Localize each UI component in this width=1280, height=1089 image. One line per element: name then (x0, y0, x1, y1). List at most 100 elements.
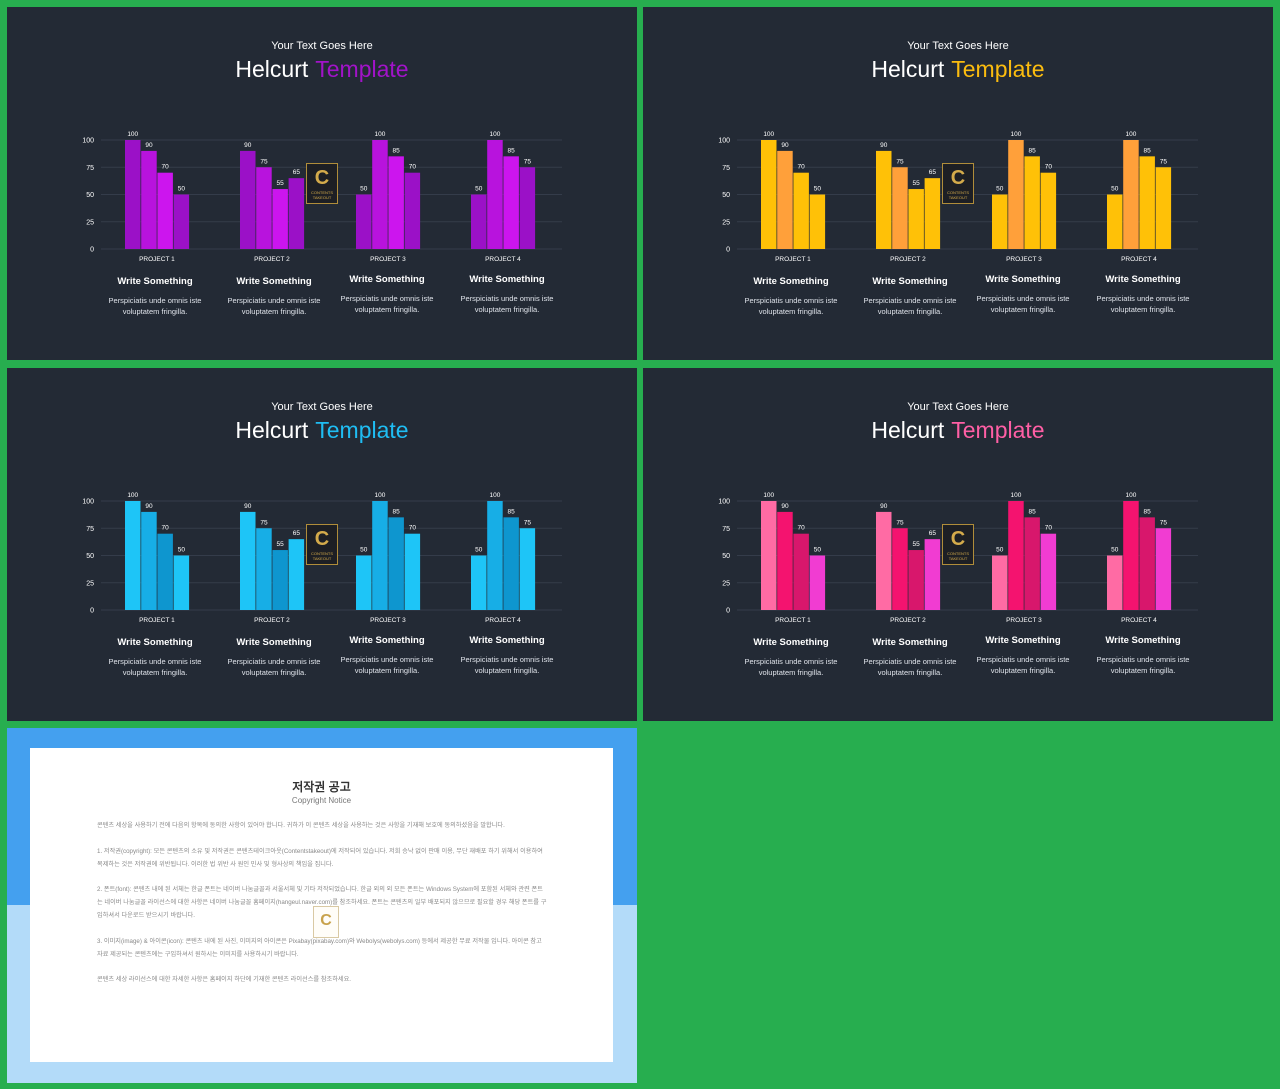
bar (924, 539, 941, 610)
data-label: 50 (814, 547, 822, 554)
data-label: 50 (360, 186, 368, 193)
data-label: 65 (929, 530, 937, 537)
caption-title: Write Something (117, 276, 193, 287)
data-label: 55 (913, 541, 921, 548)
bar (1155, 167, 1172, 249)
y-tick-label: 50 (86, 192, 94, 199)
data-label: 100 (1011, 131, 1022, 138)
bar (1123, 501, 1139, 610)
data-label: 90 (880, 503, 888, 510)
bar (404, 533, 421, 610)
category-label: PROJECT 1 (775, 617, 811, 624)
slide-title: Helcurt Template (7, 56, 637, 83)
bar (388, 517, 404, 610)
data-label: 75 (896, 519, 904, 526)
bar-chart: 0 25 50 75 100 100 90 70 50 PROJECT 1 90 75 55 65 PROJ… (82, 131, 562, 263)
bar (793, 172, 809, 249)
bar (793, 533, 809, 610)
slide-subtitle: Your Text Goes Here (271, 401, 373, 413)
notice-paragraph: 1. 저작권(copyright): 모든 콘텐츠의 소유 및 저작권은 콘텐츠… (97, 847, 543, 868)
bar (125, 501, 141, 610)
chart-slide: Your Text Goes Here Helcurt Template 0 25 50 7… (643, 7, 1273, 360)
caption-text: Perspiciatis unde omnis iste voluptatem … (1096, 655, 1190, 675)
data-label: 50 (475, 547, 483, 554)
bar (157, 172, 173, 249)
slide-subtitle: Your Text Goes Here (907, 401, 1009, 413)
data-label: 85 (508, 147, 516, 154)
bar (992, 555, 1008, 610)
data-label: 100 (127, 492, 138, 499)
bar (272, 189, 288, 249)
bar (1123, 140, 1139, 249)
caption-text: Perspiciatis unde omnis iste voluptatem … (976, 294, 1070, 314)
category-label: PROJECT 3 (1006, 617, 1042, 624)
caption-text: Perspiciatis unde omnis iste voluptatem … (227, 657, 321, 677)
data-label: 85 (1029, 147, 1037, 154)
y-tick-label: 100 (82, 138, 94, 145)
caption-text: Perspiciatis unde omnis iste voluptatem … (976, 655, 1070, 675)
bar (356, 194, 372, 249)
bar (1139, 156, 1155, 249)
bar (1024, 156, 1040, 249)
data-label: 70 (162, 525, 170, 532)
bar (876, 511, 892, 610)
title-accent: Template (951, 417, 1045, 443)
caption-title: Write Something (753, 637, 829, 648)
category-label: PROJECT 1 (775, 256, 811, 263)
data-label: 85 (393, 147, 401, 154)
chart-slide: Your Text Goes Here Helcurt Template 0 25 50 7… (643, 368, 1273, 721)
slide-title: Helcurt Template (643, 56, 1273, 83)
data-label: 85 (1029, 508, 1037, 515)
bar (519, 167, 536, 249)
caption-text: Perspiciatis unde omnis iste voluptatem … (744, 657, 838, 677)
bar (924, 178, 941, 249)
logo-letter: C (314, 528, 330, 550)
bar (892, 167, 908, 249)
y-tick-label: 0 (90, 247, 94, 254)
project-caption: Write Something Perspiciatis unde omnis i… (967, 635, 1079, 676)
bar (777, 511, 793, 610)
slide-subtitle: Your Text Goes Here (907, 40, 1009, 52)
project-caption: Write Something Perspiciatis unde omnis i… (967, 274, 1079, 315)
data-label: 70 (798, 164, 806, 171)
caption-text: Perspiciatis unde omnis iste voluptatem … (863, 296, 957, 316)
bar (288, 539, 305, 610)
bar (372, 501, 388, 610)
notice-body: 콘텐츠 세상을 사용하기 전에 다음의 항목에 동의한 사항이 있어야 합니다.… (97, 820, 547, 1000)
logo-text: CONTENTS TAKEOUT (947, 190, 969, 200)
y-tick-label: 100 (718, 138, 730, 145)
caption-title: Write Something (1105, 635, 1181, 646)
data-label: 85 (1144, 147, 1152, 154)
bar (240, 150, 256, 249)
bar-chart: 0 25 50 75 100 100 90 70 50 PROJECT 1 90 75 55 65 PROJ… (718, 492, 1198, 624)
y-tick-label: 100 (718, 499, 730, 506)
bar (809, 555, 826, 610)
data-label: 65 (293, 530, 301, 537)
bar (777, 150, 793, 249)
bar (1024, 517, 1040, 610)
project-caption: Write Something Perspiciatis unde omnis i… (218, 637, 330, 678)
bar (892, 528, 908, 610)
data-label: 85 (508, 508, 516, 515)
data-label: 100 (763, 492, 774, 499)
bar (372, 140, 388, 249)
data-label: 55 (277, 541, 285, 548)
caption-title: Write Something (236, 637, 312, 648)
notice-title: 저작권 공고 (292, 780, 351, 794)
data-label: 75 (524, 158, 532, 165)
data-label: 100 (1011, 492, 1022, 499)
logo-letter: C (950, 167, 966, 189)
category-label: PROJECT 2 (254, 617, 290, 624)
title-accent: Template (315, 56, 409, 82)
caption-text: Perspiciatis unde omnis iste voluptatem … (108, 657, 202, 677)
data-label: 50 (996, 547, 1004, 554)
bar (487, 501, 503, 610)
category-label: PROJECT 4 (1121, 617, 1157, 624)
y-tick-label: 75 (86, 526, 94, 533)
bar (157, 533, 173, 610)
title-main: Helcurt (871, 56, 945, 82)
caption-text: Perspiciatis unde omnis iste voluptatem … (863, 657, 957, 677)
category-label: PROJECT 1 (139, 617, 175, 624)
caption-text: Perspiciatis unde omnis iste voluptatem … (340, 294, 434, 314)
y-tick-label: 75 (722, 165, 730, 172)
